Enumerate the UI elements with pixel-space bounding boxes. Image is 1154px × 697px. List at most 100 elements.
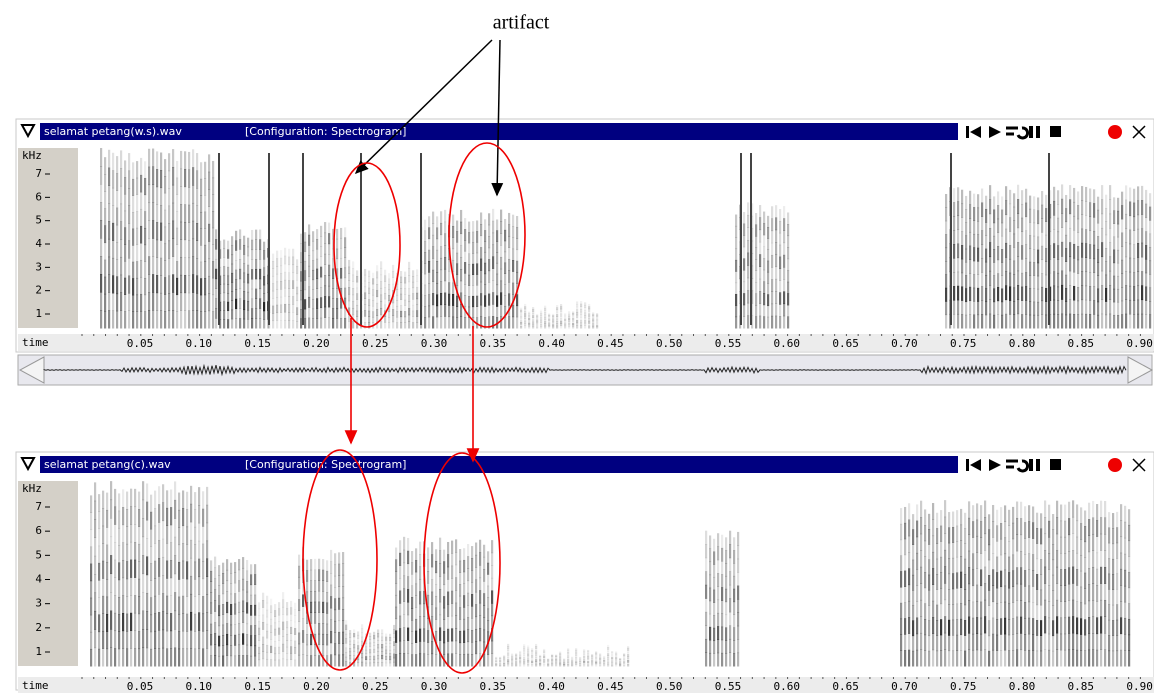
spectrogram-cell xyxy=(1021,232,1023,246)
spectrogram-cell xyxy=(1149,315,1151,329)
spectrogram-cell xyxy=(182,561,184,579)
spectrogram-cell xyxy=(114,577,116,595)
spectrogram-cell xyxy=(258,615,260,622)
spectrogram-cell xyxy=(348,260,350,267)
spectrogram-cell xyxy=(202,544,204,562)
spectrogram-cell xyxy=(1124,602,1126,619)
spectrogram-cell xyxy=(130,506,132,524)
spectrogram-cell xyxy=(130,595,132,613)
spectrogram-cell xyxy=(227,311,229,320)
spectrogram-cell xyxy=(1121,205,1123,219)
spectrogram-cell xyxy=(471,642,473,654)
spectrogram-cell xyxy=(352,281,354,288)
spectrogram-cell xyxy=(1096,553,1098,570)
spectrogram-cell xyxy=(944,517,946,534)
spectrogram-cell xyxy=(198,648,200,666)
spectrogram-cell xyxy=(381,648,383,652)
spectrogram-cell xyxy=(172,256,174,274)
spectrogram-cell xyxy=(787,224,789,236)
spectrogram-cell xyxy=(1032,586,1034,602)
spectrogram-cell xyxy=(475,555,477,568)
spectrogram-cell xyxy=(1117,315,1119,329)
spectrogram-cell xyxy=(364,298,366,304)
spectrogram-cell xyxy=(294,647,296,654)
spectrogram-cell xyxy=(1084,526,1086,542)
spectrogram-cell xyxy=(168,171,170,189)
spectrogram-cell xyxy=(1137,300,1139,315)
spectrogram-cell xyxy=(361,653,363,658)
x-axis-label: time xyxy=(22,336,49,349)
spectrogram-cell xyxy=(231,319,233,329)
spectrogram-cell xyxy=(400,282,402,288)
spectrogram-cell xyxy=(238,570,240,581)
spectrogram-cell xyxy=(944,500,946,517)
spectrogram-cell xyxy=(100,238,102,256)
spectrogram-cell xyxy=(1084,635,1086,651)
spectrogram-cell xyxy=(759,242,761,255)
spectrogram-cell xyxy=(1137,215,1139,230)
spectrogram-cell xyxy=(272,254,274,262)
spectrogram-cell xyxy=(956,650,958,666)
spectrogram-cell xyxy=(427,559,429,571)
spectrogram-cell xyxy=(1105,235,1107,249)
spectrogram-cell xyxy=(771,243,773,256)
spectrogram-cell xyxy=(443,561,445,573)
record-button[interactable] xyxy=(1108,125,1122,139)
spectrogram-cell xyxy=(1004,618,1006,635)
spectrogram-cell xyxy=(215,259,217,269)
spectrogram-cell xyxy=(463,619,465,631)
record-button[interactable] xyxy=(1108,458,1122,472)
spectrogram-cell xyxy=(1128,650,1130,666)
spectrogram-cell xyxy=(459,643,461,655)
spectrogram-cell xyxy=(230,614,232,625)
spectrogram-cell xyxy=(304,271,306,281)
spectrogram-cell xyxy=(1005,229,1007,244)
spectrogram-cell xyxy=(210,624,212,635)
spectrogram-cell xyxy=(336,318,338,328)
spectrogram-cell xyxy=(214,600,216,611)
spectrogram-cell xyxy=(188,293,190,311)
spectrogram-cell xyxy=(282,629,284,637)
spectrogram-cell xyxy=(298,621,300,633)
spectrogram-cell xyxy=(178,579,180,597)
spectrogram-cell xyxy=(1089,216,1091,230)
spectrogram-cell xyxy=(1036,651,1038,667)
stop-button[interactable] xyxy=(1050,459,1061,470)
spectrogram-cell xyxy=(451,566,453,579)
spectrogram-cell xyxy=(369,659,371,663)
spectrogram-cell xyxy=(1093,259,1095,273)
spectrogram-cell xyxy=(1057,314,1059,328)
spectrogram-cell xyxy=(340,248,342,259)
spectrogram-cell xyxy=(1085,229,1087,244)
spectrogram-cell xyxy=(349,641,351,645)
transient-line xyxy=(218,153,220,325)
spectrogram-cell xyxy=(310,613,312,624)
spectrogram-cell xyxy=(296,314,298,321)
spectrogram-cell xyxy=(210,560,212,571)
spectrogram-cell xyxy=(1129,230,1131,245)
spectrogram-cell xyxy=(290,633,292,640)
spectrogram-cell xyxy=(274,629,276,636)
spectrogram-cell xyxy=(290,659,292,666)
x-tick-label: 0.60 xyxy=(774,337,801,350)
spectrogram-cell xyxy=(1113,223,1115,237)
spectrogram-cell xyxy=(152,292,154,310)
spectrogram-cell xyxy=(110,481,112,500)
spectrogram-cell xyxy=(1141,229,1143,244)
spectrogram-cell xyxy=(471,606,473,618)
spectrogram-cell xyxy=(1061,213,1063,228)
spectrogram-cell xyxy=(168,241,170,259)
spectrogram-cell xyxy=(705,612,707,626)
spectrogram-cell xyxy=(226,591,228,602)
spectrogram-cell xyxy=(1084,542,1086,558)
spectrogram-cell xyxy=(1113,197,1115,211)
spectrogram-cell xyxy=(376,315,378,322)
spectrogram-cell xyxy=(592,326,594,328)
spectrogram-cell xyxy=(376,265,378,272)
spectrogram-cell xyxy=(459,549,461,561)
spectrogram-cell xyxy=(985,196,987,210)
stop-button[interactable] xyxy=(1050,126,1061,137)
spectrogram-cell xyxy=(296,287,298,294)
spectrogram-cell xyxy=(1109,314,1111,329)
spectrogram-cell xyxy=(357,663,359,667)
